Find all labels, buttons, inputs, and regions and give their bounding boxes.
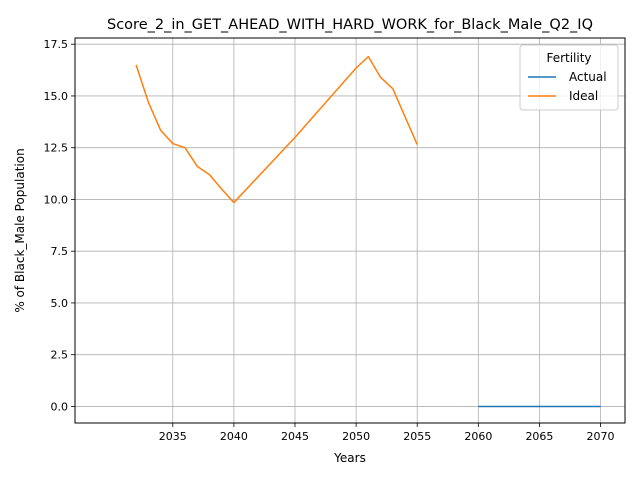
x-tick-label: 2045: [281, 430, 309, 443]
plot-area-frame: [74, 37, 626, 424]
series-lines: [135, 55, 601, 408]
legend-box: [519, 44, 619, 111]
x-tick-label: 2060: [464, 430, 492, 443]
y-tick-label: 2.5: [51, 349, 69, 362]
legend-title: Fertility: [546, 51, 591, 65]
y-tick-label: 17.5: [44, 38, 69, 51]
y-tick-label: 10.0: [44, 193, 69, 206]
x-tick-label: 2035: [159, 430, 187, 443]
x-tick-label: 2040: [220, 430, 248, 443]
x-axis-label: Years: [333, 451, 366, 465]
y-axis-label: % of Black_Male Population: [13, 148, 27, 312]
y-tick-label: 0.0: [51, 400, 69, 413]
legend: Fertility Actual Ideal: [519, 44, 619, 111]
y-tick-label: 5.0: [51, 297, 69, 310]
y-tick-label: 7.5: [51, 245, 69, 258]
legend-label-ideal: Ideal: [569, 89, 598, 103]
x-tick-label: 2055: [403, 430, 431, 443]
y-tick-label: 12.5: [44, 142, 69, 155]
x-axis-ticks: 2035 2040 2045 2050 2055 2060 2065 2070: [159, 423, 615, 443]
legend-label-actual: Actual: [569, 70, 607, 84]
y-axis-ticks: 0.0 2.5 5.0 7.5 10.0 12.5 15.0 17.5: [44, 38, 75, 413]
x-tick-label: 2065: [525, 430, 553, 443]
x-tick-label: 2070: [587, 430, 615, 443]
series-line-ideal: [135, 55, 418, 204]
x-tick-label: 2050: [342, 430, 370, 443]
y-tick-label: 15.0: [44, 90, 69, 103]
chart-title: Score_2_in_GET_AHEAD_WITH_HARD_WORK_for_…: [107, 17, 593, 33]
